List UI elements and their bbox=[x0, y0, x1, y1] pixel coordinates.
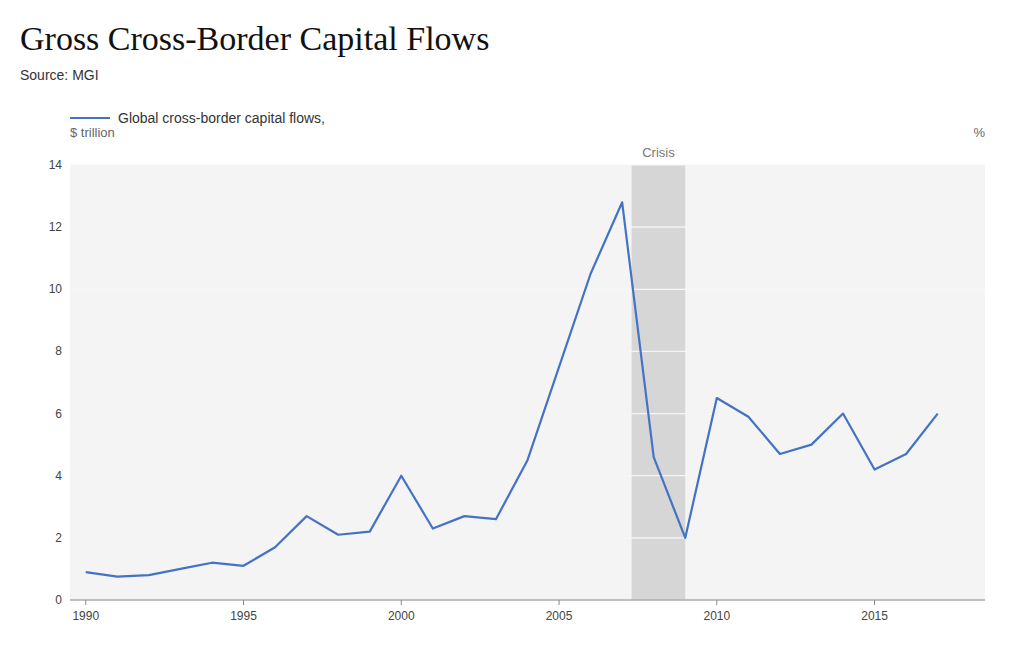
chart-container: Gross Cross-Border Capital Flows Source: … bbox=[0, 0, 1019, 655]
grid-line bbox=[70, 165, 985, 166]
grid-line bbox=[70, 351, 985, 352]
grid-line bbox=[70, 413, 985, 414]
x-tick bbox=[85, 600, 86, 605]
grid-line bbox=[70, 227, 985, 228]
y-tick-label: 10 bbox=[49, 282, 63, 296]
grid-line bbox=[70, 289, 985, 290]
shaded-span bbox=[632, 165, 686, 600]
x-tick-label: 1990 bbox=[72, 609, 99, 623]
y-tick-label: 2 bbox=[55, 531, 62, 545]
title: Gross Cross-Border Capital Flows bbox=[20, 20, 489, 57]
y-tick-label: 12 bbox=[49, 220, 63, 234]
y-tick-label: 0 bbox=[55, 593, 62, 607]
legend-label: Global cross-border capital flows, bbox=[118, 110, 325, 126]
grid-line bbox=[70, 475, 985, 476]
y-axis-label: $ trillion bbox=[70, 125, 115, 140]
legend-swatch bbox=[70, 117, 110, 119]
y-tick-label: 6 bbox=[55, 407, 62, 421]
grid-line bbox=[70, 351, 985, 352]
y-tick-label: 8 bbox=[55, 344, 62, 358]
y-tick-label: 4 bbox=[55, 469, 62, 483]
chart-svg: Gross Cross-Border Capital Flows Source: … bbox=[0, 0, 1019, 655]
x-tick bbox=[401, 600, 402, 605]
annotation: % bbox=[973, 125, 985, 140]
x-tick-label: 1995 bbox=[230, 609, 257, 623]
grid-line bbox=[70, 600, 985, 601]
x-tick bbox=[559, 600, 560, 605]
x-tick-label: 2005 bbox=[546, 609, 573, 623]
x-tick-label: 2000 bbox=[388, 609, 415, 623]
grid-line bbox=[70, 537, 985, 538]
x-tick-label: 2015 bbox=[861, 609, 888, 623]
plot-background bbox=[70, 165, 985, 600]
x-axis-line bbox=[70, 600, 985, 601]
x-tick bbox=[716, 600, 717, 605]
x-tick-label: 2010 bbox=[703, 609, 730, 623]
span-label: Crisis bbox=[642, 145, 675, 160]
x-tick bbox=[874, 600, 875, 605]
y-tick-label: 14 bbox=[49, 158, 63, 172]
grid-line bbox=[70, 413, 985, 414]
grid-line bbox=[70, 164, 985, 165]
grid-line bbox=[70, 475, 985, 476]
spans bbox=[632, 165, 686, 600]
grid-line bbox=[70, 289, 985, 290]
x-tick bbox=[243, 600, 244, 605]
grid-line bbox=[70, 599, 985, 600]
lines bbox=[86, 202, 938, 576]
grid-line bbox=[70, 227, 985, 228]
source: Source: MGI bbox=[20, 67, 99, 83]
grid-line bbox=[70, 537, 985, 538]
series-line bbox=[86, 202, 938, 576]
